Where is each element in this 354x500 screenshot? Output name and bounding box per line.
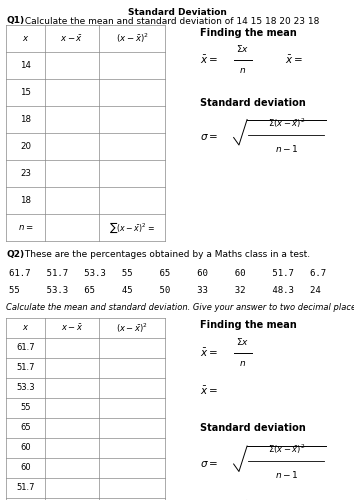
Text: Finding the mean: Finding the mean — [200, 320, 297, 330]
Text: Finding the mean: Finding the mean — [200, 28, 297, 38]
Text: 55     53.3   65     45     50     33     32     48.3   24: 55 53.3 65 45 50 33 32 48.3 24 — [9, 286, 321, 295]
Text: $\bar{x} =$: $\bar{x} =$ — [200, 347, 218, 359]
Text: 14: 14 — [20, 61, 31, 70]
Text: Calculate the mean and standard deviation. Give your answer to two decimal place: Calculate the mean and standard deviatio… — [6, 303, 354, 312]
Text: $\Sigma x$: $\Sigma x$ — [236, 336, 249, 347]
Text: Standard deviation: Standard deviation — [200, 98, 306, 108]
Text: $\bar{x} =$: $\bar{x} =$ — [200, 384, 218, 396]
Text: 60: 60 — [20, 464, 31, 472]
Text: $\sigma =$: $\sigma =$ — [200, 459, 218, 469]
Text: $x$: $x$ — [22, 324, 29, 332]
Text: 20: 20 — [20, 142, 31, 151]
Text: $n - 1$: $n - 1$ — [275, 469, 298, 480]
Text: 61.7   51.7   53.3   55     65     60     60     51.7   6.7: 61.7 51.7 53.3 55 65 60 60 51.7 6.7 — [9, 269, 326, 278]
Text: Q2): Q2) — [6, 250, 24, 259]
Text: These are the percentages obtained by a Maths class in a test.: These are the percentages obtained by a … — [22, 250, 310, 259]
Text: $\Sigma(x-\bar{x})^2$: $\Sigma(x-\bar{x})^2$ — [268, 442, 306, 456]
Text: $(x - \bar{x})^2$: $(x - \bar{x})^2$ — [116, 32, 149, 45]
Text: $\bar{x} =$: $\bar{x} =$ — [200, 54, 218, 66]
Text: $x - \bar{x}$: $x - \bar{x}$ — [61, 322, 83, 334]
Text: 65: 65 — [20, 424, 31, 432]
Text: Standard Deviation: Standard Deviation — [127, 8, 227, 17]
Text: 60: 60 — [20, 444, 31, 452]
Text: 51.7: 51.7 — [16, 484, 35, 492]
Text: $\Sigma(x-\bar{x})^2$: $\Sigma(x-\bar{x})^2$ — [268, 116, 306, 130]
Text: $\Sigma x$: $\Sigma x$ — [236, 43, 249, 54]
Text: 53.3: 53.3 — [16, 384, 35, 392]
Text: $n-1$: $n-1$ — [275, 142, 298, 154]
Text: Q1): Q1) — [6, 16, 24, 26]
Text: $\bar{x} =$: $\bar{x} =$ — [285, 54, 303, 66]
Text: $\sum(x - \bar{x})^2 =$: $\sum(x - \bar{x})^2 =$ — [109, 220, 155, 234]
Text: 55: 55 — [20, 404, 31, 412]
Text: 18: 18 — [20, 196, 31, 205]
Text: 15: 15 — [20, 88, 31, 97]
Text: Standard deviation: Standard deviation — [200, 423, 306, 433]
Text: $n$: $n$ — [239, 359, 246, 368]
Text: $x - \bar{x}$: $x - \bar{x}$ — [61, 33, 84, 44]
Text: $n$: $n$ — [239, 66, 246, 76]
Text: $\sigma =$: $\sigma =$ — [200, 132, 218, 142]
Text: 23: 23 — [20, 169, 31, 178]
Text: 51.7: 51.7 — [16, 364, 35, 372]
Text: 18: 18 — [20, 115, 31, 124]
Text: $(x - \bar{x})^2$: $(x - \bar{x})^2$ — [116, 322, 148, 334]
Text: Calculate the mean and standard deviation of 14 15 18 20 23 18: Calculate the mean and standard deviatio… — [22, 16, 320, 26]
Text: $x$: $x$ — [22, 34, 29, 43]
Text: $n =$: $n =$ — [18, 223, 33, 232]
Text: 61.7: 61.7 — [16, 344, 35, 352]
